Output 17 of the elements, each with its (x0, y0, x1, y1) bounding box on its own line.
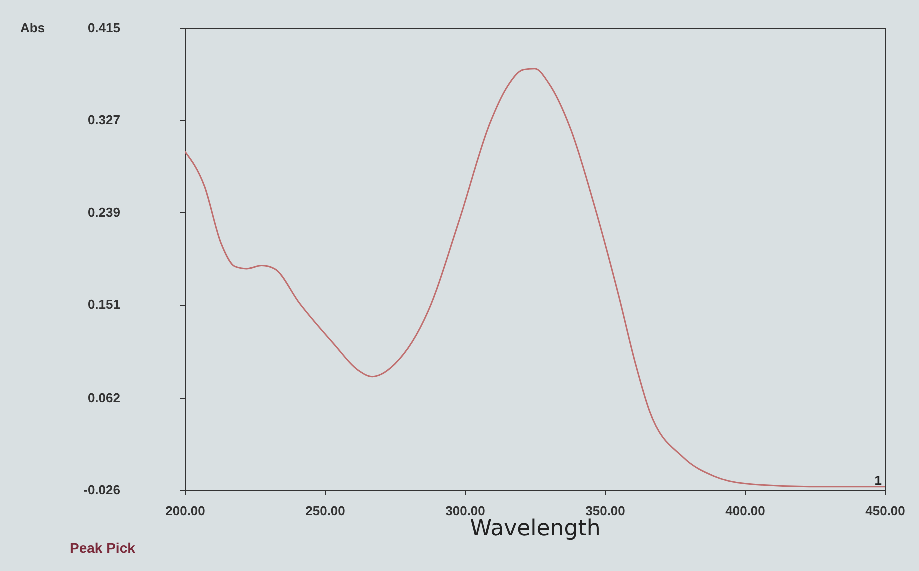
x-tick-label: 350.00 (586, 504, 626, 518)
y-tick-label: 0.239 (88, 204, 120, 220)
x-axis-title: Wavelength (470, 516, 601, 542)
y-tick-label: 0.415 (88, 20, 120, 36)
y-axis-title: Abs (20, 20, 46, 36)
y-tick-label: -0.026 (84, 482, 120, 498)
y-tick-label: 0.062 (88, 390, 120, 406)
x-tick-label: 200.00 (166, 504, 206, 518)
text: Peak Pick (70, 540, 136, 556)
y-tick-label: 0.327 (88, 112, 120, 128)
x-tick-label: 250.00 (306, 504, 346, 518)
x-tick-label: 450.00 (866, 504, 906, 518)
line-series (185, 68, 885, 488)
annotation: 1 (874, 473, 882, 488)
x-tick-label: 400.00 (726, 504, 766, 518)
y-tick-label: 0.151 (88, 297, 120, 312)
x-tick-label: 300.00 (446, 504, 486, 518)
